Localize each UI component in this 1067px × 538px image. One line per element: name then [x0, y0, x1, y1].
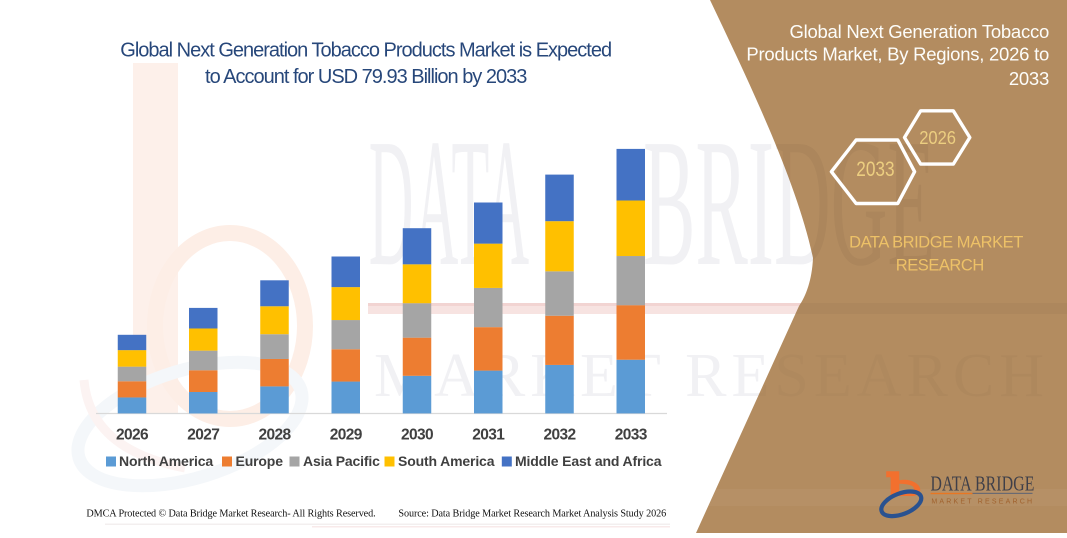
svg-text:North America: North America [119, 453, 213, 469]
svg-text:2027: 2027 [187, 426, 219, 443]
svg-text:2033: 2033 [1009, 68, 1049, 89]
svg-text:2026: 2026 [116, 426, 149, 443]
svg-text:2026: 2026 [919, 127, 956, 148]
svg-text:2033: 2033 [615, 426, 648, 443]
svg-text:2030: 2030 [401, 426, 433, 443]
svg-text:Global Next Generation Tobacco: Global Next Generation Tobacco Products … [120, 39, 611, 61]
svg-text:Products Market, By Regions, 2: Products Market, By Regions, 2026 to [746, 44, 1049, 65]
svg-text:2031: 2031 [472, 426, 505, 443]
svg-text:2028: 2028 [258, 426, 291, 443]
svg-text:DATA BRIDGE MARKET: DATA BRIDGE MARKET [849, 234, 1023, 252]
svg-text:to Account for USD 79.93 Billi: to Account for USD 79.93 Billion by 2033 [205, 66, 527, 88]
svg-text:2033: 2033 [856, 159, 894, 182]
svg-text:Source: Data Bridge Market Res: Source: Data Bridge Market Research Mark… [398, 509, 666, 520]
svg-text:Europe: Europe [236, 453, 284, 469]
svg-text:Global Next Generation Tobacco: Global Next Generation Tobacco [789, 21, 1049, 42]
svg-text:DATA BRIDGE: DATA BRIDGE [931, 472, 1035, 496]
svg-text:DATA: DATA [369, 101, 529, 305]
svg-text:RESEARCH: RESEARCH [896, 256, 984, 274]
svg-text:MARKET RESEARCH: MARKET RESEARCH [931, 499, 1034, 506]
svg-text:Asia Pacific: Asia Pacific [303, 453, 380, 469]
svg-text:DMCA Protected © Data Bridge M: DMCA Protected © Data Bridge Market Rese… [86, 509, 375, 520]
svg-text:Middle East and Africa: Middle East and Africa [515, 453, 662, 469]
svg-text:2029: 2029 [330, 426, 363, 443]
svg-text:South America: South America [398, 453, 495, 469]
svg-text:2032: 2032 [543, 426, 575, 443]
